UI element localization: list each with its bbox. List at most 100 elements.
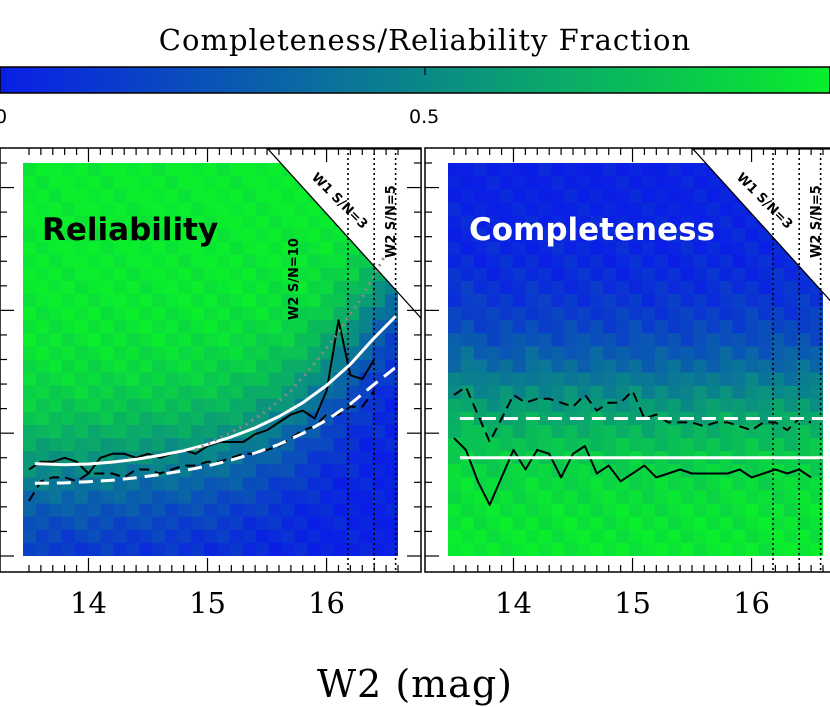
heatmap-cell [87, 189, 102, 203]
heatmap-cell [706, 346, 721, 361]
heatmap-cell [346, 516, 360, 531]
heatmap-cell [204, 202, 218, 216]
heatmap-cell [603, 307, 617, 321]
heatmap-cell [74, 398, 89, 413]
heatmap-cell [74, 280, 89, 295]
heatmap-cell [242, 163, 257, 177]
heatmap-cell [152, 176, 166, 190]
heatmap-cell [178, 280, 192, 295]
heatmap-cell [346, 425, 360, 439]
heatmap-cell [113, 202, 128, 216]
heatmap-cell [590, 215, 604, 230]
heatmap-cell [242, 346, 257, 361]
heatmap-cell [693, 333, 708, 347]
heatmap-cell [204, 215, 218, 230]
heatmap-cell [229, 241, 244, 256]
heatmap-cell [100, 464, 115, 478]
heatmap-cell [178, 333, 192, 347]
heatmap-cell [680, 503, 695, 518]
heatmap-cell [333, 398, 347, 413]
heatmap-cell [564, 490, 578, 505]
heatmap-cell [810, 477, 823, 492]
heatmap-cell [784, 280, 798, 295]
heatmap-cell [616, 163, 630, 177]
heatmap-cell [87, 307, 102, 321]
heatmap-cell [667, 176, 682, 190]
heatmap-cell [152, 307, 166, 321]
heatmap-cell [242, 385, 257, 400]
heatmap-cell [564, 280, 578, 295]
heatmap-cell [629, 189, 643, 203]
heatmap-cell [603, 490, 617, 505]
heatmap-cell [732, 464, 747, 478]
heatmap-cell [680, 333, 695, 347]
heatmap-cell [113, 385, 128, 400]
heatmap-cell [784, 359, 798, 374]
heatmap-cell [281, 202, 296, 216]
heatmap-cell [512, 267, 527, 282]
heatmap-cell [616, 307, 630, 321]
heatmap-cell [204, 267, 218, 282]
heatmap-cell [242, 464, 257, 478]
heatmap-cell [385, 346, 398, 361]
heatmap-cell [191, 451, 205, 465]
heatmap-cell [359, 320, 373, 334]
heatmap-cell [178, 254, 192, 269]
heatmap-cell [178, 516, 192, 531]
heatmap-cell [448, 490, 462, 505]
heatmap-cell [268, 425, 283, 439]
heatmap-cell [667, 202, 682, 216]
heatmap-cell [797, 359, 811, 374]
heatmap-cell [616, 503, 630, 518]
heatmap-cell [473, 320, 488, 334]
heatmap-cell [771, 385, 785, 400]
heatmap-cell [577, 241, 591, 256]
heatmap-cell [333, 385, 347, 400]
heatmap-cell [229, 176, 244, 190]
heatmap-cell [74, 228, 89, 243]
heatmap-cell [784, 372, 798, 387]
heatmap-cell [294, 307, 309, 321]
heatmap-cell [165, 346, 179, 361]
heatmap-cell [48, 202, 63, 216]
heatmap-cell [242, 542, 257, 556]
heatmap-cell [255, 189, 270, 203]
heatmap-cell [538, 385, 553, 400]
heatmap-cell [538, 202, 553, 216]
heatmap-cell [460, 163, 475, 177]
heatmap-cell [538, 241, 553, 256]
heatmap-cell [294, 464, 309, 478]
heatmap-cell [229, 359, 244, 374]
heatmap-cell [577, 490, 591, 505]
heatmap-cell [616, 529, 630, 544]
heatmap-cell [152, 228, 166, 243]
heatmap-cell [165, 372, 179, 387]
heatmap-cell [100, 241, 115, 256]
heatmap-cell [178, 529, 192, 544]
heatmap-cell [100, 202, 115, 216]
heatmap-cell [216, 372, 231, 387]
heatmap-cell [654, 529, 669, 544]
heatmap-cell [499, 542, 514, 556]
heatmap-cell [473, 385, 488, 400]
heatmap-cell [499, 385, 514, 400]
heatmap-cell [294, 490, 309, 505]
heatmap-cell [706, 280, 721, 295]
heatmap-cell [538, 516, 553, 531]
heatmap-cell [152, 320, 166, 334]
heatmap-cell [204, 529, 218, 544]
heatmap-cell [139, 516, 153, 531]
heatmap-cell [191, 228, 205, 243]
heatmap-cell [758, 490, 772, 505]
heatmap-cell [654, 294, 669, 308]
heatmap-cell [667, 529, 682, 544]
heatmap-cell [473, 516, 488, 531]
heatmap-cell [590, 202, 604, 216]
heatmap-cell [178, 189, 192, 203]
heatmap-cell [732, 411, 747, 426]
heatmap-cell [616, 333, 630, 347]
heatmap-cell [667, 333, 682, 347]
heatmap-cell [100, 307, 115, 321]
heatmap-cell [294, 294, 309, 308]
heatmap-cell [486, 464, 501, 478]
